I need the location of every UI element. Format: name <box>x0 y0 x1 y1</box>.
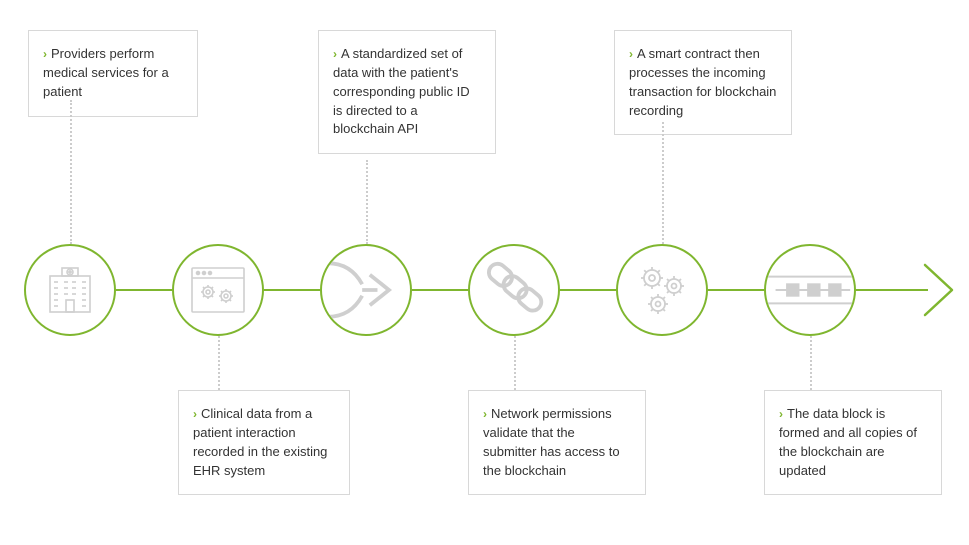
hospital-icon <box>40 260 100 320</box>
dotted-connector <box>218 336 220 390</box>
bullet-icon: › <box>629 47 633 61</box>
node4 <box>468 244 560 336</box>
chain-link-icon <box>470 244 558 336</box>
step3-text: A standardized set of data with the pati… <box>333 46 470 136</box>
node1 <box>24 244 116 336</box>
dotted-connector <box>662 122 664 244</box>
bullet-icon: › <box>193 407 197 421</box>
step1-box: ›Providers perform medical services for … <box>28 30 198 117</box>
timeline-segment <box>708 289 764 291</box>
timeline-segment <box>856 289 928 291</box>
node2 <box>172 244 264 336</box>
gears-icon <box>628 256 696 324</box>
step4-box: ›Network permissions validate that the s… <box>468 390 646 495</box>
timeline-segment <box>264 289 320 291</box>
dotted-connector <box>70 100 72 244</box>
timeline-segment <box>560 289 616 291</box>
node5 <box>616 244 708 336</box>
timeline-segment <box>116 289 172 291</box>
bullet-icon: › <box>779 407 783 421</box>
bullet-icon: › <box>483 407 487 421</box>
step6-box: ›The data block is formed and all copies… <box>764 390 942 495</box>
node6 <box>764 244 856 336</box>
dotted-connector <box>810 336 812 390</box>
bullet-icon: › <box>333 47 337 61</box>
step5-text: A smart contract then processes the inco… <box>629 46 776 118</box>
step4-text: Network permissions validate that the su… <box>483 406 620 478</box>
bullet-icon: › <box>43 47 47 61</box>
dotted-connector <box>514 336 516 390</box>
node3 <box>320 244 412 336</box>
step2-box: ›Clinical data from a patient interactio… <box>178 390 350 495</box>
dotted-connector <box>366 160 368 244</box>
arrowhead-icon <box>920 260 960 320</box>
step5-box: ›A smart contract then processes the inc… <box>614 30 792 135</box>
timeline-segment <box>412 289 468 291</box>
step1-text: Providers perform medical services for a… <box>43 46 169 99</box>
blockchain-icon <box>766 244 854 336</box>
step6-text: The data block is formed and all copies … <box>779 406 917 478</box>
browser-gears-icon <box>186 262 250 318</box>
step3-box: ›A standardized set of data with the pat… <box>318 30 496 154</box>
step2-text: Clinical data from a patient interaction… <box>193 406 327 478</box>
merge-arrow-icon <box>322 244 410 336</box>
